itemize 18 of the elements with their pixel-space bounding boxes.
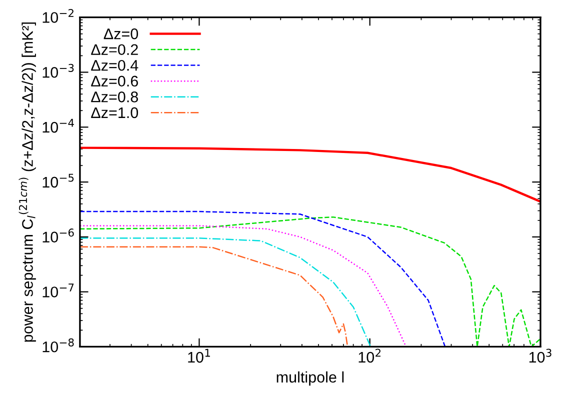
x-tick-label: 10$^{1}$ bbox=[188, 348, 210, 363]
x-axis-title: multipole l bbox=[276, 371, 344, 386]
y-tick-label: 10$^{−6}$ bbox=[42, 228, 74, 242]
x-tick-label: 10$^{3}$ bbox=[529, 348, 552, 363]
y-axis-title: power sepctrum C$_{l}$$^{(21cm)}$ (z+Δz/2,z-Δz/2)) [mK²] bbox=[18, 22, 36, 342]
y-tick-label: 10$^{−4}$ bbox=[42, 118, 74, 133]
legend-label: Δz=0.6 bbox=[91, 76, 138, 87]
x-tick-label: 10$^{2}$ bbox=[358, 348, 380, 363]
legend-label: Δz=1.0 bbox=[91, 107, 138, 118]
y-tick-label: 10$^{−7}$ bbox=[42, 284, 74, 298]
legend-label: Δz=0 bbox=[104, 28, 138, 40]
y-tick-label: 10$^{−3}$ bbox=[42, 64, 74, 78]
legend-label: Δz=0.8 bbox=[91, 92, 138, 102]
y-tick-label: 10$^{−2}$ bbox=[42, 8, 74, 23]
legend-label: Δz=0.4 bbox=[91, 60, 138, 71]
y-tick-label: 10$^{−8}$ bbox=[42, 338, 74, 352]
y-tick-label: 10$^{−5}$ bbox=[42, 174, 74, 188]
legend-label: Δz=0.2 bbox=[91, 44, 138, 56]
